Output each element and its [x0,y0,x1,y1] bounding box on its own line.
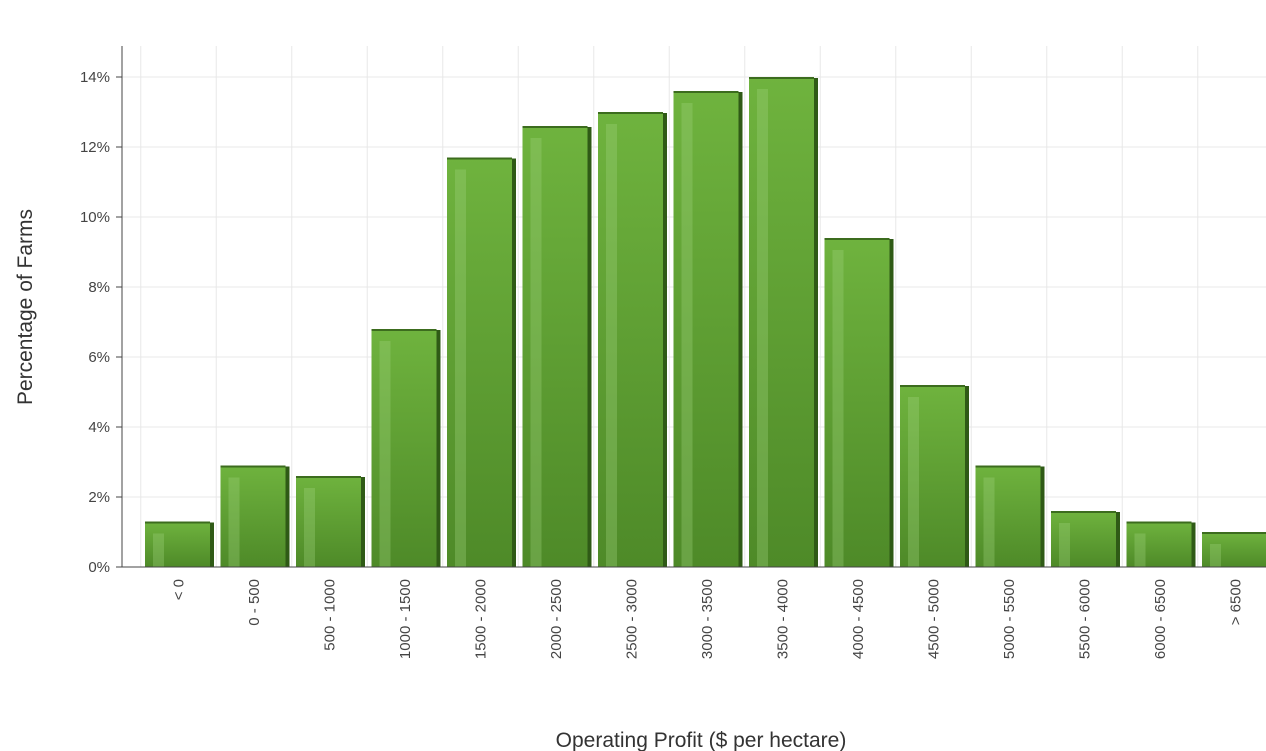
bar [1202,532,1266,567]
y-tick-label: 8% [88,279,110,296]
x-tick-label: 6000 - 6500 [1152,579,1169,659]
bar-body [749,77,814,567]
y-tick-label: 4% [88,419,110,436]
bar [220,465,290,567]
y-axis-title: Percentage of Farms [14,209,37,405]
bar-body [1126,521,1192,567]
x-tick-label: < 0 [171,579,188,600]
bar-body [900,385,965,567]
bar [1051,511,1120,567]
y-tick-label: 14% [80,69,110,86]
bar-top-edge [824,238,890,240]
bar-highlight [1210,544,1221,567]
bar-top-edge [900,385,965,387]
bar-top-edge [220,465,286,468]
x-tick-label: 2500 - 3000 [624,579,641,659]
x-tick-label: 3000 - 3500 [699,579,716,659]
bar-top-edge [1202,532,1266,534]
bar-highlight [983,477,995,567]
bar-body [824,238,890,567]
bar-highlight [832,250,844,567]
bar-highlight [1059,523,1070,567]
y-tick-label: 0% [88,559,110,576]
bar-highlight [379,341,391,567]
bar-top-edge [749,77,814,79]
bar-body [296,476,361,567]
axes [116,46,1266,568]
bar-body [145,521,210,567]
x-tick-label: > 6500 [1228,579,1245,625]
tick-labels: 0% 2% 4% 6% 8% 10% 12% 14% < 0 0 - 500 500 - 1000 1… [80,69,1245,659]
bar-top-edge [296,476,361,478]
bar-top-edge [1126,521,1192,524]
bar-highlight [304,488,315,567]
bar [296,476,365,567]
bar-highlight [1134,533,1146,567]
x-tick-label: 4500 - 5000 [926,579,943,659]
bar-highlight [681,103,693,567]
bar-highlight [908,397,919,567]
bar-body [371,329,437,567]
y-tick-label: 10% [80,209,110,226]
x-tick-label: 0 - 500 [246,579,263,626]
bar-top-edge [522,126,588,128]
bar-top-edge [1051,511,1116,513]
bar-body [220,465,286,567]
x-tick-label: 1500 - 2000 [473,579,490,659]
bar-top-edge [598,112,663,114]
bar-top-edge [673,91,739,93]
bar [522,126,592,567]
bar-top-edge [371,329,437,331]
x-tick-label: 5000 - 5500 [1001,579,1018,659]
bar [975,465,1045,567]
bar-highlight [606,124,617,567]
bar-body [1051,511,1116,567]
y-tick-label: 6% [88,349,110,366]
x-axis-title: Operating Profit ($ per hectare) [556,729,847,751]
bars [145,77,1266,567]
bar-highlight [757,89,768,567]
bar-top-edge [975,465,1041,468]
x-tick-label: 500 - 1000 [322,579,339,651]
bar [371,329,441,567]
bar-body [1202,532,1266,567]
y-tick-label: 2% [88,489,110,506]
x-tick-label: 4000 - 4500 [850,579,867,659]
bar [749,77,818,567]
bar [824,238,894,567]
bar [447,157,516,567]
x-tick-label: 5500 - 6000 [1077,579,1094,659]
bar-highlight [455,169,466,567]
bar-highlight [530,138,542,567]
bar [900,385,969,567]
bar-top-edge [447,157,512,160]
bar-body [598,112,663,567]
bar-highlight [153,533,164,567]
bar [598,112,667,567]
bar-body [522,126,588,567]
bar-body [975,465,1041,567]
bar [145,521,214,567]
bar-body [673,91,739,567]
x-tick-label: 3500 - 4000 [775,579,792,659]
y-tick-label: 12% [80,139,110,156]
x-tick-label: 1000 - 1500 [397,579,414,659]
bar [1126,521,1196,567]
bar-top-edge [145,521,210,524]
bar-body [447,157,512,567]
bar-highlight [228,477,240,567]
bar [673,91,743,567]
x-tick-label: 2000 - 2500 [548,579,565,659]
